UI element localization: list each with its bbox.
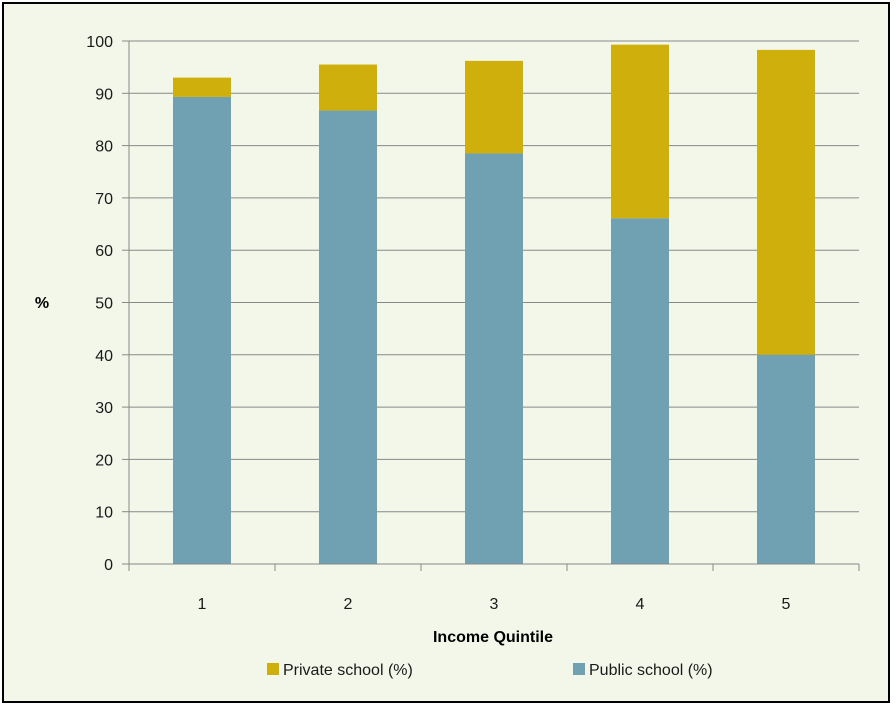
y-tick-label: 70 [95, 191, 113, 208]
bar-public-school [173, 97, 231, 564]
x-tick-label: 3 [490, 596, 499, 613]
x-tick-label: 4 [636, 596, 645, 613]
bar-public-school [465, 153, 523, 564]
legend-label: Public school (%) [589, 662, 713, 679]
bar-private-school [757, 50, 815, 355]
y-axis-title: % [35, 295, 49, 312]
y-tick-labels: 0 10 20 30 40 50 60 70 80 90 100 [86, 34, 113, 574]
y-tick-label: 40 [95, 348, 113, 365]
y-tick-label: 80 [95, 139, 113, 156]
y-tick-label: 60 [95, 243, 113, 260]
bars [173, 45, 815, 564]
bar-public-school [319, 111, 377, 564]
bar-public-school [757, 355, 815, 564]
x-tick-label: 5 [782, 596, 791, 613]
y-tick-label: 90 [95, 86, 113, 103]
y-tick-label: 20 [95, 452, 113, 469]
legend-swatch [267, 663, 279, 675]
bar-private-school [465, 61, 523, 154]
legend-swatch [573, 663, 585, 675]
y-tick-label: 50 [95, 296, 113, 313]
bar-private-school [173, 78, 231, 97]
bar-public-school [611, 218, 669, 564]
x-tick-label: 2 [344, 596, 353, 613]
x-tick-label: 1 [198, 596, 207, 613]
bar-private-school [319, 65, 377, 111]
y-tick-label: 10 [95, 505, 113, 522]
legend: Private school (%) Public school (%) [267, 662, 713, 679]
y-tick-label: 30 [95, 400, 113, 417]
legend-label: Private school (%) [283, 662, 413, 679]
bar-private-school [611, 45, 669, 219]
y-tick-label: 100 [86, 34, 113, 51]
x-axis-title: Income Quintile [433, 629, 553, 646]
y-tick-label: 0 [104, 557, 113, 574]
x-tick-labels: 1 2 3 4 5 [198, 596, 791, 613]
